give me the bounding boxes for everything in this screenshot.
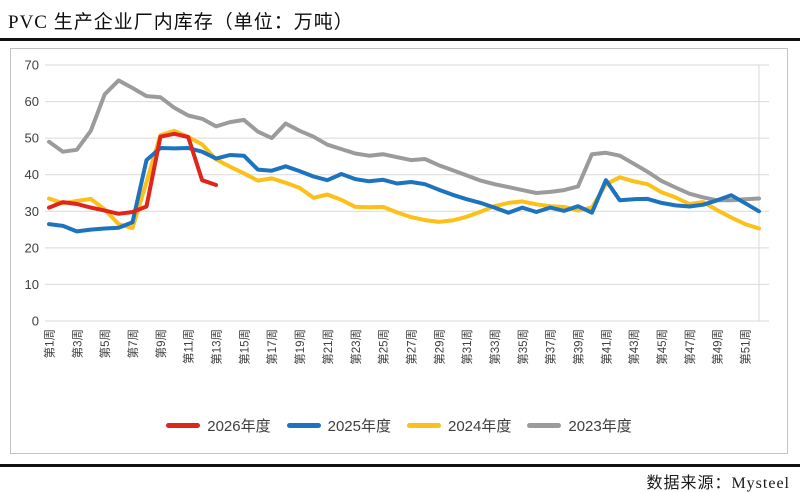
y-axis-label-50: 50 xyxy=(25,131,39,146)
legend-label-2026年度: 2026年度 xyxy=(207,417,271,435)
y-axis-label-20: 20 xyxy=(25,240,39,255)
legend-label-2023年度: 2023年度 xyxy=(568,417,632,435)
legend-label-2024年度: 2024年度 xyxy=(448,417,512,435)
series-line-2025年度 xyxy=(47,146,761,234)
x-axis-label-第1周: 第1周 xyxy=(43,329,57,358)
x-axis-label-第3周: 第3周 xyxy=(70,329,84,358)
series-line-2026年度 xyxy=(47,131,219,216)
x-axis-label-第43周: 第43周 xyxy=(627,329,641,365)
chart-panel: 0 10 20 30 40 50 60 70 第1周 第3周 第5周 第7周 第9周 第11周 第13周 第1… xyxy=(10,48,788,454)
y-axis-label-40: 40 xyxy=(25,167,39,182)
series-line-2023年度 xyxy=(47,78,761,203)
x-axis-label-第11周: 第11周 xyxy=(182,329,196,364)
legend-swatch-2026年度 xyxy=(166,422,201,428)
x-axis-label-第5周: 第5周 xyxy=(98,329,112,358)
legend-item-2023年度: 2023年度 xyxy=(527,415,632,436)
x-axis-label-第21周: 第21周 xyxy=(321,329,335,365)
legend-swatch-2025年度 xyxy=(286,422,321,428)
chart-title: PVC 生产企业厂内库存（单位：万吨） xyxy=(8,12,354,33)
y-axis-label-10: 10 xyxy=(25,277,39,292)
x-axis-label-第13周: 第13周 xyxy=(210,329,224,365)
x-axis-label-第23周: 第23周 xyxy=(349,329,363,365)
x-axis-label-第33周: 第33周 xyxy=(488,329,502,365)
legend-swatch-2024年度 xyxy=(407,422,441,428)
x-axis-label-第17周: 第17周 xyxy=(265,329,279,365)
y-axis-label-0: 0 xyxy=(32,314,39,329)
x-axis-label-第47周: 第47周 xyxy=(683,329,697,365)
x-axis-label-第41周: 第41周 xyxy=(599,329,613,365)
source-text: 数据来源：Mysteel xyxy=(646,475,790,492)
x-axis-label-第51周: 第51周 xyxy=(739,329,753,365)
x-axis-label-第7周: 第7周 xyxy=(126,329,140,358)
x-axis-label-第19周: 第19周 xyxy=(293,329,307,365)
x-axis-label-第31周: 第31周 xyxy=(460,329,474,365)
legend-swatch-2023年度 xyxy=(527,422,562,428)
x-axis-label-第35周: 第35周 xyxy=(516,329,530,365)
legend-label-2025年度: 2025年度 xyxy=(327,417,391,435)
x-axis-label-第9周: 第9周 xyxy=(154,329,168,358)
x-axis-label-第15周: 第15周 xyxy=(237,329,251,365)
legend-item-2025年度: 2025年度 xyxy=(286,415,391,436)
y-axis-label-30: 30 xyxy=(25,204,39,219)
x-axis-label-第37周: 第37周 xyxy=(544,329,558,365)
legend-item-2026年度: 2026年度 xyxy=(166,415,271,436)
x-axis-label-第39周: 第39周 xyxy=(572,329,586,365)
legend-item-2024年度: 2024年度 xyxy=(407,415,511,436)
title-divider xyxy=(0,38,800,41)
x-axis-label-第49周: 第49周 xyxy=(711,329,725,365)
y-axis-label-60: 60 xyxy=(25,94,39,109)
x-axis-label-第45周: 第45周 xyxy=(655,329,669,365)
x-axis-label-第29周: 第29周 xyxy=(432,329,446,365)
legend: 2026年度 2025年度 2024年度 2023年度 xyxy=(11,407,787,443)
x-axis-label-第25周: 第25周 xyxy=(377,329,391,365)
x-axis-label-第27周: 第27周 xyxy=(404,329,418,365)
footer-divider xyxy=(0,464,800,467)
series-line-2024年度 xyxy=(47,128,761,231)
y-axis-label-70: 70 xyxy=(25,58,39,73)
